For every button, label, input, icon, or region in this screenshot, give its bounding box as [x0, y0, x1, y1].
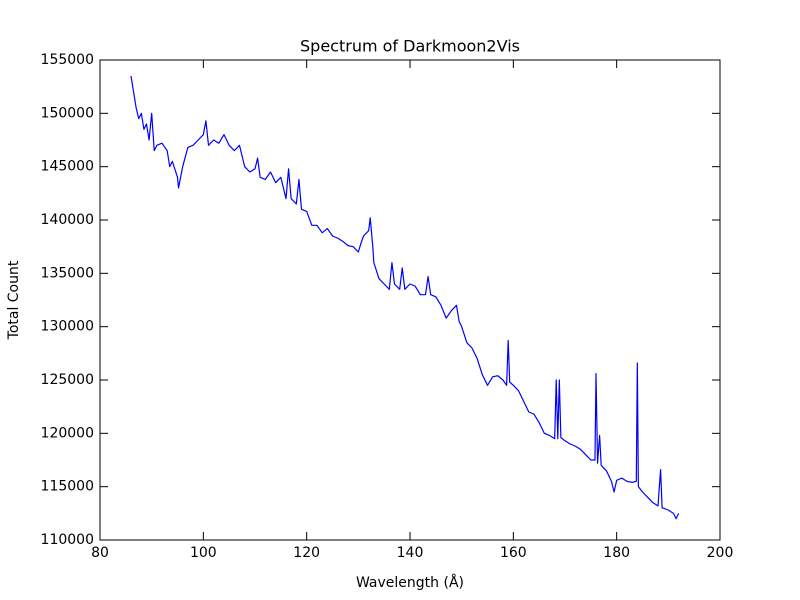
x-tick-label: 180: [603, 545, 630, 561]
x-axis-label: Wavelength (Å): [356, 574, 464, 591]
y-tick-label: 110000: [41, 532, 94, 548]
data-line: [130, 75, 680, 520]
x-tick-label: 140: [397, 545, 424, 561]
y-tick-label: 120000: [41, 425, 94, 441]
y-tick-label: 130000: [41, 319, 94, 335]
y-tick-label: 150000: [41, 105, 94, 121]
y-axis-label: Total Count: [6, 260, 22, 340]
y-tick-label: 145000: [41, 159, 94, 175]
y-tick-label: 155000: [41, 52, 94, 68]
x-tick-label: 80: [91, 545, 109, 561]
x-tick-label: 120: [293, 545, 320, 561]
chart-title: Spectrum of Darkmoon2Vis: [300, 37, 520, 56]
x-tick-label: 200: [707, 545, 734, 561]
x-tick-label: 100: [190, 545, 217, 561]
y-tick-label: 115000: [41, 479, 94, 495]
y-tick-label: 140000: [41, 212, 94, 228]
plot-frame: [99, 59, 721, 541]
x-tick-label: 160: [500, 545, 527, 561]
y-tick-label: 135000: [41, 265, 94, 281]
y-tick-label: 125000: [41, 372, 94, 388]
